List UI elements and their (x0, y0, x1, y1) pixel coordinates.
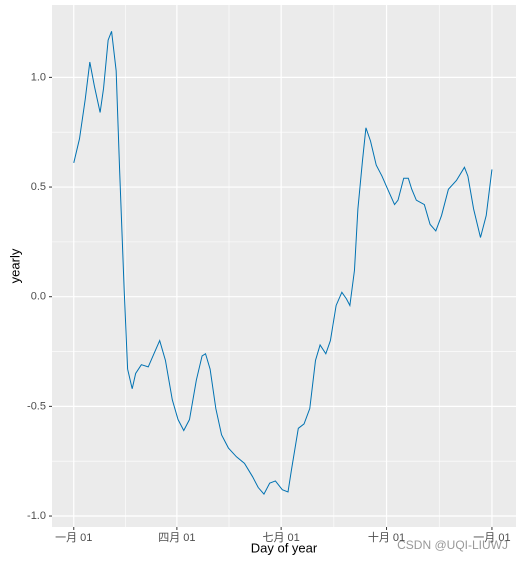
x-tick-label: 一月 01 (55, 532, 92, 544)
x-tick-label: 一月 01 (473, 532, 510, 544)
y-tick-label: 1.0 (31, 71, 46, 83)
y-tick-label: 0.0 (31, 291, 46, 303)
line-series (73, 31, 493, 495)
panel (52, 5, 516, 527)
watermark: CSDN @UQI-LIUWJ (397, 538, 508, 552)
y-tick-label: -1.0 (27, 510, 46, 522)
x-tick-label: 十月 01 (368, 530, 405, 544)
y-axis-title: yearly (7, 248, 22, 283)
y-tick-label: -0.5 (27, 400, 46, 412)
x-tick-label: 七月 01 (262, 531, 299, 544)
y-tick-label: 0.5 (31, 181, 46, 193)
x-axis-title: Day of year (251, 540, 318, 555)
x-tick-label: 四月 01 (158, 532, 195, 544)
